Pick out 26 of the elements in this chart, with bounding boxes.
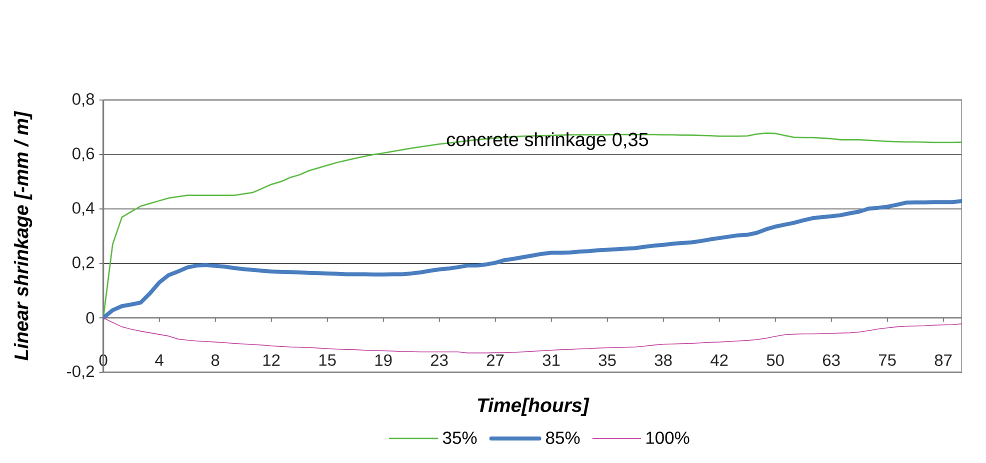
y-tick-label: 0,6 (72, 148, 94, 162)
x-tick-label: 87 (934, 354, 952, 366)
x-tick-label: 42 (710, 354, 728, 366)
y-tick-label: 0,8 (72, 93, 94, 107)
x-tick-label: 63 (822, 354, 840, 366)
x-tick-label: 12 (263, 354, 280, 366)
y-tick-label: 0,2 (72, 256, 94, 270)
x-tick-label: 50 (766, 354, 784, 366)
x-tick-label: 35 (598, 354, 616, 366)
x-tick-label: 4 (155, 354, 164, 366)
x-tick-label: 23 (430, 354, 448, 366)
y-axis-title: Linear shrinkage [-mm / m] (14, 111, 32, 360)
x-tick-label: 15 (319, 354, 336, 366)
x-tick-label: 27 (486, 354, 504, 366)
x-tick-label: 38 (654, 354, 672, 366)
legend-label: 35% (442, 432, 477, 444)
x-tick-label: 19 (375, 354, 392, 366)
x-axis-title: Time[hours] (478, 398, 590, 416)
x-tick-label: 75 (878, 354, 896, 366)
x-tick-label: 8 (211, 354, 220, 366)
x-tick-label: 31 (542, 354, 560, 366)
legend-label: 85% (546, 432, 580, 444)
y-tick-label: 0 (86, 312, 94, 324)
y-tick-label: -0,2 (67, 365, 94, 380)
y-tick-label: 0,4 (72, 202, 94, 216)
legend-label: 100% (646, 432, 690, 444)
